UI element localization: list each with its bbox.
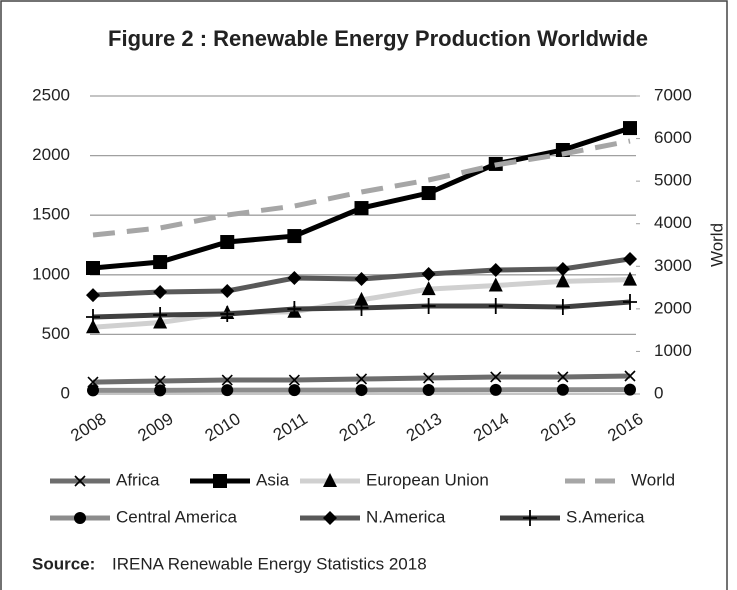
marker (421, 298, 436, 315)
marker (86, 319, 100, 334)
marker (555, 261, 570, 276)
marker (220, 284, 235, 299)
y2-tick-label: 3000 (654, 256, 692, 275)
marker (555, 273, 570, 288)
y-tick-label: 1500 (32, 205, 70, 224)
marker (87, 376, 99, 388)
legend-marker (74, 475, 86, 487)
marker (288, 384, 301, 397)
marker (355, 384, 368, 397)
marker (354, 291, 369, 306)
marker (221, 374, 233, 386)
y2-tick-label: 7000 (654, 85, 692, 104)
marker (623, 293, 637, 310)
marker (287, 271, 302, 286)
marker (87, 384, 99, 397)
series-line (92, 125, 631, 271)
marker (86, 308, 100, 325)
x-tick-label: 2012 (336, 409, 378, 445)
x-tick-label: 2015 (537, 409, 579, 445)
legend-label: Central America (116, 507, 237, 526)
legend-marker (523, 510, 537, 526)
x-tick-label: 2014 (470, 409, 512, 445)
y2-tick-label: 5000 (654, 171, 692, 190)
marker (489, 383, 502, 396)
marker (287, 301, 302, 318)
marker (354, 299, 369, 316)
marker (556, 383, 569, 396)
legend-marker (323, 511, 337, 525)
y-tick-label: 500 (42, 324, 70, 343)
marker (623, 271, 637, 286)
marker (354, 201, 369, 216)
y-tick-label: 0 (61, 383, 70, 402)
legend-label: S.America (566, 507, 645, 526)
y2-axis-label: World (707, 223, 726, 267)
marker (488, 277, 503, 292)
y2-tick-label: 0 (654, 383, 663, 402)
y2-tick-label: 1000 (654, 341, 692, 360)
x-tick-label: 2010 (202, 409, 244, 445)
marker (557, 371, 569, 383)
x-tick-label: 2008 (67, 409, 109, 445)
marker (288, 374, 300, 386)
marker (422, 383, 435, 396)
marker (221, 384, 234, 397)
legend-label: European Union (366, 470, 489, 489)
legend-marker (213, 474, 227, 488)
x-tick-label: 2009 (134, 409, 176, 445)
marker (488, 298, 503, 315)
chart-title: Figure 2 : Renewable Energy Production W… (108, 26, 648, 51)
legend-label: Africa (116, 470, 160, 489)
y2-tick-label: 2000 (654, 298, 692, 317)
legend-label: World (631, 470, 675, 489)
x-tick-label: 2016 (604, 409, 646, 445)
marker (220, 306, 235, 323)
y-tick-label: 1000 (32, 264, 70, 283)
marker (421, 281, 436, 296)
x-tick-label: 2013 (403, 409, 445, 445)
marker (421, 186, 436, 201)
marker (490, 371, 502, 383)
marker (86, 288, 100, 303)
marker (624, 370, 636, 382)
marker (421, 266, 436, 281)
marker (624, 383, 636, 396)
marker (488, 263, 503, 278)
y2-tick-label: 6000 (654, 128, 692, 147)
marker (220, 235, 235, 250)
legend-marker (323, 473, 337, 487)
marker (153, 255, 168, 270)
series-line (92, 138, 631, 238)
marker (555, 298, 570, 315)
legend-label: N.America (366, 507, 446, 526)
marker (153, 306, 168, 323)
marker (354, 271, 369, 286)
marker (154, 375, 166, 387)
marker (623, 251, 637, 266)
marker (287, 229, 302, 244)
marker (86, 261, 100, 276)
y-tick-label: 2000 (32, 145, 70, 164)
source-text: IRENA Renewable Energy Statistics 2018 (112, 554, 427, 573)
y-tick-label: 2500 (32, 85, 70, 104)
y2-tick-label: 4000 (654, 213, 692, 232)
marker (154, 384, 167, 397)
marker (623, 121, 637, 136)
legend-label: Asia (256, 470, 290, 489)
source-label: Source: (32, 554, 95, 573)
legend-marker (74, 512, 86, 524)
marker (423, 372, 435, 384)
x-tick-label: 2011 (270, 409, 311, 444)
marker (153, 284, 168, 299)
marker (355, 373, 368, 385)
